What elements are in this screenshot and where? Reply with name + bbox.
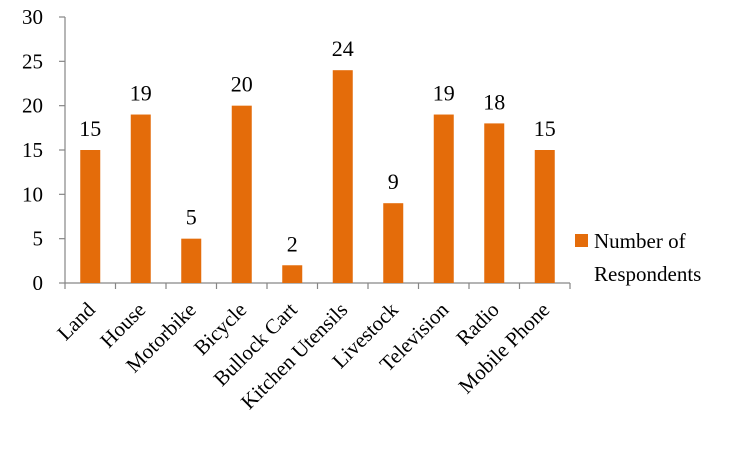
bar-bullock-cart (282, 265, 303, 283)
legend-label-line-2: Respondents (594, 262, 701, 286)
category-label: Land (52, 297, 100, 345)
bar-bicycle (231, 105, 252, 284)
y-tick-label: 0 (33, 271, 44, 295)
y-tick-label: 20 (22, 94, 43, 118)
data-label: 2 (287, 231, 298, 256)
y-tick-label: 15 (22, 138, 43, 162)
bars (80, 70, 555, 284)
data-label: 24 (332, 36, 354, 61)
data-label: 20 (231, 72, 253, 97)
bar-mobile-phone (534, 150, 555, 283)
data-label: 9 (388, 169, 399, 194)
data-label: 5 (186, 205, 197, 230)
bar-land (80, 150, 101, 283)
y-tick-label: 25 (22, 49, 43, 73)
data-label: 19 (433, 81, 455, 106)
bar-house (130, 114, 151, 284)
bar-motorbike (181, 238, 202, 283)
y-tick-label: 5 (33, 227, 44, 251)
bar-livestock (383, 203, 404, 283)
labels: 15Land19House5Motorbike20Bicycle2Bullock… (52, 36, 555, 414)
legend-swatch (575, 234, 588, 247)
legend-label-line-1: Number of (594, 229, 686, 253)
y-tick-label: 30 (22, 5, 43, 29)
bar-radio (484, 123, 505, 284)
y-tick-label: 10 (22, 182, 43, 206)
data-label: 15 (79, 116, 101, 141)
data-label: 19 (130, 81, 152, 106)
data-label: 18 (483, 89, 505, 114)
bar-television (433, 114, 454, 284)
legend: Number of Respondents (575, 229, 701, 286)
data-label: 15 (534, 116, 556, 141)
bar-kitchen-utensils (332, 70, 353, 283)
